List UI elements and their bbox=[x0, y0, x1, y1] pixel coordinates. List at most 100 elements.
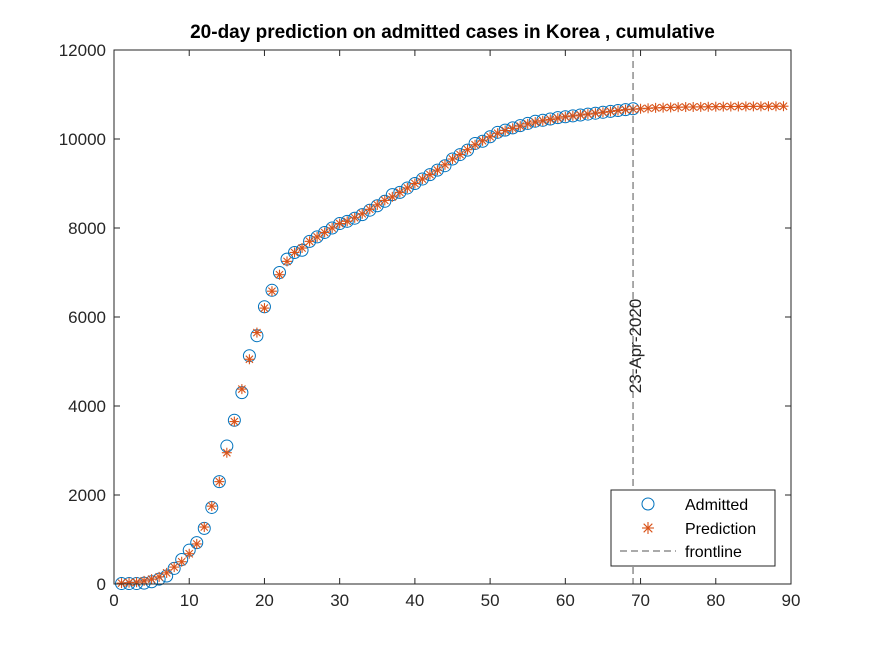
x-tick-label: 20 bbox=[255, 591, 274, 610]
x-tick-label: 40 bbox=[405, 591, 424, 610]
prediction-point bbox=[492, 128, 503, 139]
admitted-point bbox=[370, 199, 384, 213]
prediction-point bbox=[214, 476, 225, 487]
prediction-point bbox=[417, 174, 428, 185]
prediction-point bbox=[169, 562, 180, 573]
prediction-point bbox=[515, 121, 526, 132]
admitted-point bbox=[423, 168, 437, 182]
admitted-point bbox=[415, 172, 429, 186]
prediction-point bbox=[560, 111, 571, 122]
prediction-point bbox=[334, 218, 345, 229]
prediction-point bbox=[447, 154, 458, 165]
legend-prediction-asterisk bbox=[642, 522, 654, 534]
prediction-point bbox=[266, 286, 277, 297]
admitted-point bbox=[325, 221, 339, 235]
y-tick-label: 2000 bbox=[68, 486, 106, 505]
prediction-point bbox=[289, 247, 300, 258]
y-tick-label: 0 bbox=[97, 575, 106, 594]
x-tick-label: 50 bbox=[481, 591, 500, 610]
prediction-point bbox=[184, 548, 195, 559]
prediction-point bbox=[379, 195, 390, 206]
y-tick-label: 4000 bbox=[68, 397, 106, 416]
prediction-point bbox=[131, 577, 142, 588]
prediction-point bbox=[199, 522, 210, 533]
legend: Admitted Prediction frontline bbox=[610, 489, 776, 567]
prediction-point bbox=[485, 131, 496, 142]
legend-frontline-label: frontline bbox=[685, 544, 742, 561]
x-tick-label: 70 bbox=[631, 591, 650, 610]
y-tick-label: 6000 bbox=[68, 308, 106, 327]
admitted-point bbox=[212, 475, 226, 489]
legend-admitted-label: Admitted bbox=[685, 497, 748, 514]
prediction-point bbox=[439, 159, 450, 170]
prediction-point bbox=[455, 149, 466, 160]
admitted-point bbox=[310, 230, 324, 244]
y-tick-label: 10000 bbox=[59, 130, 106, 149]
prediction-point bbox=[394, 187, 405, 198]
admitted-point bbox=[461, 143, 475, 157]
prediction-point bbox=[409, 178, 420, 189]
prediction-point bbox=[304, 236, 315, 247]
admitted-point bbox=[393, 185, 407, 199]
prediction-point bbox=[274, 269, 285, 280]
data-layer bbox=[115, 101, 789, 591]
admitted-point bbox=[400, 181, 414, 195]
prediction-point bbox=[567, 110, 578, 121]
prediction-point bbox=[154, 571, 165, 582]
y-tick-label: 8000 bbox=[68, 219, 106, 238]
prediction-point bbox=[575, 109, 586, 120]
prediction-point bbox=[259, 303, 270, 314]
prediction-point bbox=[537, 115, 548, 126]
admitted-point bbox=[408, 177, 422, 190]
prediction-point bbox=[582, 109, 593, 120]
prediction-point bbox=[236, 384, 247, 395]
prediction-point bbox=[470, 139, 481, 150]
legend-admitted-marker bbox=[641, 497, 655, 511]
admitted-point bbox=[348, 211, 362, 225]
admitted-point bbox=[265, 283, 279, 297]
prediction-point bbox=[695, 101, 706, 112]
prediction-point bbox=[176, 556, 187, 567]
legend-box bbox=[610, 489, 776, 567]
prediction-point bbox=[402, 182, 413, 193]
admitted-point bbox=[378, 194, 392, 208]
prediction-point bbox=[191, 538, 202, 549]
legend-prediction-label: Prediction bbox=[685, 521, 756, 538]
x-tick-label: 60 bbox=[556, 591, 575, 610]
prediction-point bbox=[364, 204, 375, 215]
y-tick-label: 12000 bbox=[59, 41, 106, 60]
admitted-point bbox=[430, 163, 444, 177]
prediction-point bbox=[718, 101, 729, 112]
prediction-point bbox=[251, 327, 262, 338]
prediction-point bbox=[161, 567, 172, 578]
prediction-point bbox=[778, 101, 789, 112]
admitted-point bbox=[483, 130, 497, 144]
prediction-point bbox=[357, 208, 368, 219]
prediction-point bbox=[590, 108, 601, 119]
admitted-point bbox=[303, 234, 317, 248]
x-tick-label: 10 bbox=[180, 591, 199, 610]
prediction-point bbox=[221, 447, 232, 458]
prediction-point bbox=[748, 101, 759, 112]
prediction-point bbox=[229, 416, 240, 427]
chart-title: 20-day prediction on admitted cases in K… bbox=[190, 22, 715, 43]
prediction-point bbox=[312, 231, 323, 242]
prediction-point bbox=[244, 354, 255, 365]
prediction-point bbox=[597, 107, 608, 118]
prediction-point bbox=[342, 216, 353, 227]
x-tick-label: 80 bbox=[706, 591, 725, 610]
prediction-point bbox=[522, 118, 533, 129]
frontline-date-label: 23-Apr-2020 bbox=[626, 299, 645, 394]
prediction-point bbox=[477, 135, 488, 146]
x-tick-label: 30 bbox=[330, 591, 349, 610]
x-tick-label: 0 bbox=[109, 591, 118, 610]
admitted-point bbox=[476, 134, 490, 148]
prediction-point bbox=[612, 105, 623, 116]
admitted-point bbox=[363, 203, 377, 217]
prediction-point bbox=[297, 243, 308, 254]
prediction-point bbox=[545, 114, 556, 125]
admitted-point bbox=[318, 225, 332, 239]
prediction-point bbox=[282, 256, 293, 267]
prediction-point bbox=[530, 117, 541, 128]
